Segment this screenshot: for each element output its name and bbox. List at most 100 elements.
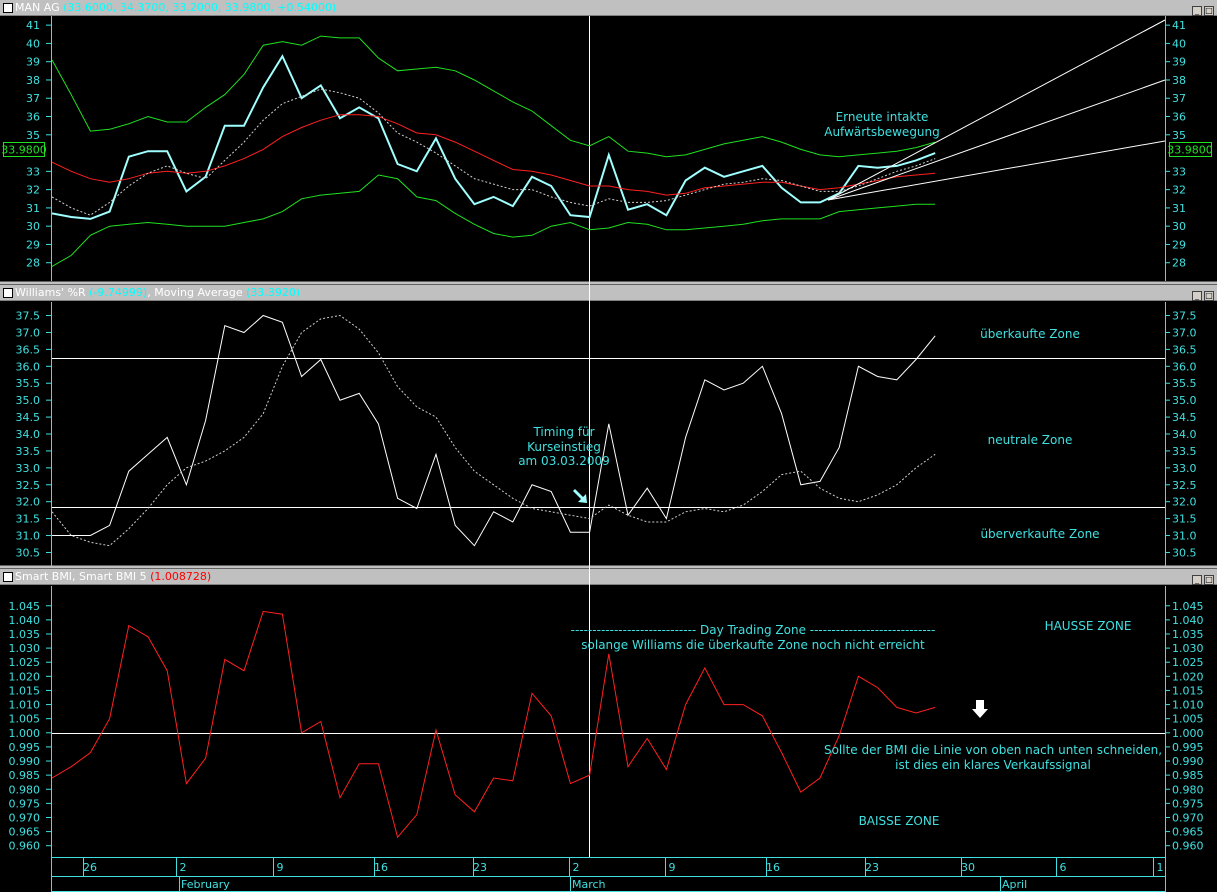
annotation-timing-1: Timing für	[532, 425, 594, 439]
y-tick-label-left: 35	[26, 129, 40, 142]
y-tick-label-left: 0.985	[9, 769, 41, 782]
x-tick-label: 16	[766, 861, 780, 874]
y-tick-label-right: 35.0	[1172, 394, 1197, 407]
panel-title-williams: Williams' %R (-9.74999), Moving Average …	[0, 285, 1217, 301]
y-tick-label-left: 30.5	[16, 546, 41, 559]
y-tick-label-left: 31.5	[16, 513, 41, 526]
series-line-2-0	[51, 610, 936, 839]
y-tick-label-left: 37.5	[16, 310, 41, 323]
panel-frames	[51, 16, 1166, 857]
annotation-hausse: HAUSSE ZONE	[1045, 619, 1132, 633]
panel-select-box[interactable]	[3, 288, 13, 298]
y-tick-label-left: 0.960	[9, 840, 41, 853]
y-tick-label-left: 31.0	[16, 530, 41, 543]
panel-select-box[interactable]	[3, 3, 13, 13]
x-month-label: March	[572, 878, 606, 891]
y-tick-label-left: 1.025	[9, 656, 41, 669]
y-tick-label-left: 1.015	[9, 684, 41, 697]
arrow-down-icon	[972, 700, 988, 718]
y-tick-label-left: 40	[26, 37, 40, 50]
annotation-daytrading-sub: solange Williams die überkaufte Zone noc…	[581, 638, 925, 652]
x-tick-label: 9	[669, 861, 676, 874]
x-tick-label: 6	[1060, 861, 1067, 874]
y-tick-label-left: 37.0	[16, 326, 41, 339]
y-tick-label-right: 31.0	[1172, 530, 1197, 543]
y-tick-label-right: 40	[1172, 37, 1186, 50]
y-tick-label-right: 30	[1172, 220, 1186, 233]
y-tick-label-right: 31.5	[1172, 513, 1197, 526]
y-tick-label-left: 0.990	[9, 755, 41, 768]
annotation-uptrend-1: Erneute intakte	[836, 110, 929, 124]
annotation-uptrend-2: Aufwärtsbewegung	[824, 125, 940, 139]
x-tick-label: 16	[374, 861, 388, 874]
annotation-timing-2: Kurseinstieg	[527, 440, 601, 454]
y-tick-label-left: 1.020	[9, 670, 41, 683]
y-tick-label-right: 37.5	[1172, 310, 1197, 323]
y-tick-label-right: 29	[1172, 238, 1186, 251]
y-tick-label-left: 32	[26, 184, 40, 197]
y-tick-label-left: 33	[26, 165, 40, 178]
minimize-icon[interactable]: _	[1192, 291, 1202, 301]
series-line-1-0	[52, 314, 936, 547]
y-tick-label-right: 1.030	[1172, 642, 1204, 655]
y-tick-label-right: 32	[1172, 184, 1186, 197]
x-tick-label: 23	[865, 861, 879, 874]
y-tick-label-left: 38	[26, 74, 40, 87]
y-tick-label-right: 1.040	[1172, 614, 1204, 627]
x-tick-label: 2	[573, 861, 580, 874]
minimize-icon[interactable]: _	[1192, 6, 1202, 16]
panel-title-bmi: Smart BMI, Smart BMI 5 (1.008728) _ □	[0, 569, 1217, 585]
panel-select-box[interactable]	[3, 572, 13, 582]
x-tick-label: 2	[180, 861, 187, 874]
y-tick-label-right: 1.025	[1172, 656, 1204, 669]
maximize-icon[interactable]: □	[1204, 6, 1214, 16]
y-tick-label-right: 31	[1172, 202, 1186, 215]
price-tag-text: 33.9800	[1, 144, 47, 157]
y-tick-label-left: 1.010	[9, 699, 41, 712]
annotation-timing-3: am 03.03.2009	[518, 454, 610, 468]
x-tick-label: 30	[961, 861, 975, 874]
y-tick-label-right: 0.965	[1172, 826, 1204, 839]
trend-fan-lines	[827, 19, 1166, 201]
y-tick-label-right: 1.000	[1172, 727, 1204, 740]
y-tick-label-right: 0.995	[1172, 741, 1204, 754]
maximize-icon[interactable]: □	[1204, 291, 1214, 301]
y-tick-label-right: 1.005	[1172, 713, 1204, 726]
y-tick-label-right: 0.980	[1172, 783, 1204, 796]
x-tick-label: 23	[473, 861, 487, 874]
y-tick-label-left: 0.980	[9, 783, 41, 796]
y-tick-label-right: 1.020	[1172, 670, 1204, 683]
panel-name-2: , Moving Average	[147, 286, 243, 299]
x-month-label: February	[181, 878, 230, 891]
y-tick-label-left: 1.000	[9, 727, 41, 740]
y-tick-label-right: 0.975	[1172, 797, 1204, 810]
y-tick-label-left: 32.5	[16, 479, 41, 492]
y-tick-label-left: 33.5	[16, 445, 41, 458]
annotation-neutral: neutrale Zone	[988, 433, 1073, 447]
x-axis-box	[51, 857, 1166, 892]
y-tick-label-right: 33.5	[1172, 445, 1197, 458]
series-line-0-1	[51, 114, 936, 196]
minimize-icon[interactable]: _	[1192, 575, 1202, 585]
y-tick-label-right: 1.045	[1172, 600, 1204, 613]
y-tick-label-left: 0.975	[9, 797, 41, 810]
y-tick-label-left: 39	[26, 56, 40, 69]
y-tick-label-right: 32.0	[1172, 496, 1197, 509]
series-line-1-1	[51, 314, 936, 547]
y-tick-label-left: 36.0	[16, 360, 41, 373]
y-tick-label-left: 35.5	[16, 377, 41, 390]
y-tick-label-left: 36.5	[16, 343, 41, 356]
y-tick-label-left: 31	[26, 202, 40, 215]
arrow-down-right-icon	[573, 489, 587, 503]
panel-name: Williams' %R	[15, 286, 86, 299]
y-tick-label-right: 37	[1172, 92, 1186, 105]
y-tick-label-left: 1.035	[9, 628, 41, 641]
price-tag-left: 33.9800	[1, 142, 47, 157]
annotation-oversold: überverkaufte Zone	[980, 527, 1099, 541]
y-tick-label-left: 1.030	[9, 642, 41, 655]
y-tick-label-right: 36.0	[1172, 360, 1197, 373]
maximize-icon[interactable]: □	[1204, 575, 1214, 585]
y-tick-label-left: 1.040	[9, 614, 41, 627]
y-tick-label-left: 28	[26, 257, 40, 270]
